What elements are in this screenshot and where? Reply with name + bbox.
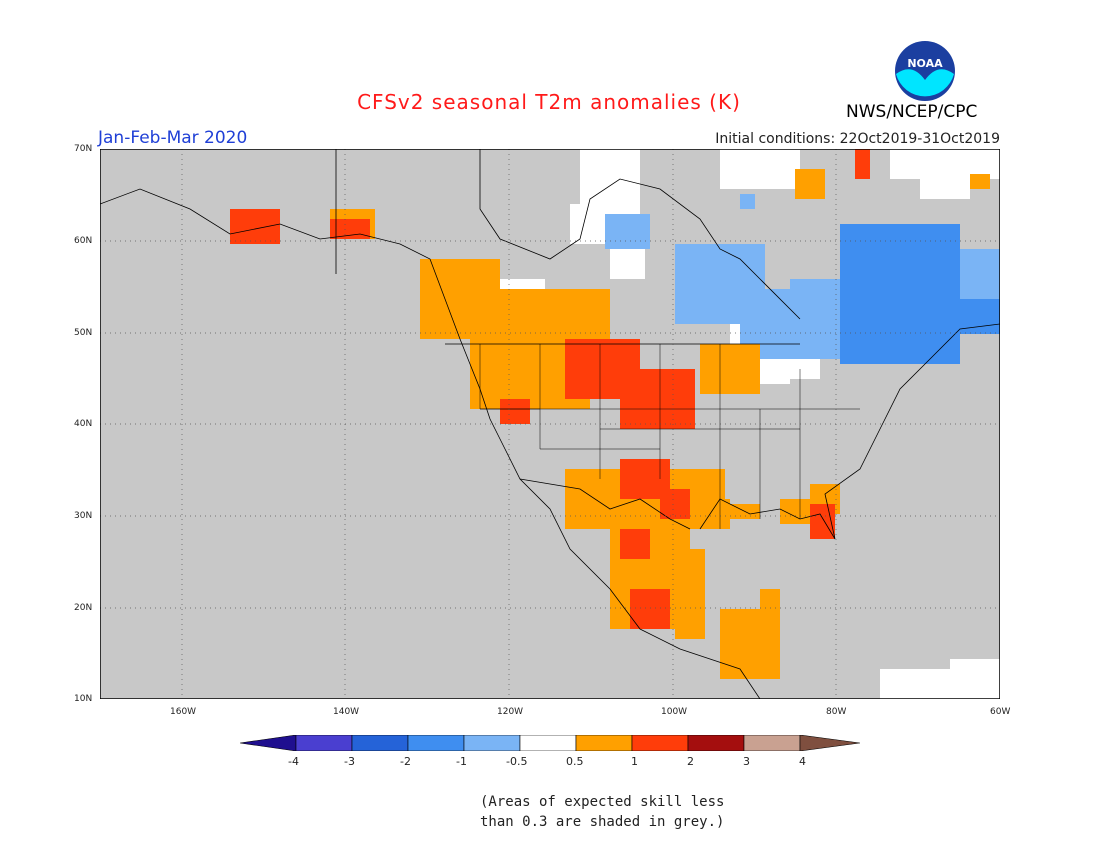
colorbar-segment	[743, 735, 801, 751]
colorbar-label: 1	[631, 755, 638, 768]
lon-label-140w: 140W	[333, 707, 360, 717]
season-label: Jan-Feb-Mar 2020	[98, 128, 248, 148]
colorbar-label: -1	[456, 755, 467, 768]
lat-label-40n: 40N	[74, 419, 93, 429]
anomaly-map	[100, 149, 1000, 699]
colorbar-label: -4	[288, 755, 299, 768]
logo-text: NOAA	[907, 57, 943, 70]
warm-areas-red	[230, 149, 870, 629]
lon-label-160w: 160W	[170, 707, 197, 717]
lat-label-20n: 20N	[74, 603, 93, 613]
colorbar-segment	[407, 735, 465, 751]
skill-note-line: (Areas of expected skill less	[480, 794, 725, 810]
lon-label-120w: 120W	[497, 707, 524, 717]
colorbar	[240, 735, 860, 751]
colorbar-segment	[463, 735, 521, 751]
colorbar-label: 3	[743, 755, 750, 768]
lat-label-70n: 70N	[74, 144, 93, 154]
white-areas	[495, 149, 1000, 699]
state-borders	[479, 344, 860, 529]
colorbar-segment	[295, 735, 353, 751]
lat-label-30n: 30N	[74, 511, 93, 521]
skill-note-line: than 0.3 are shaded in grey.)	[480, 814, 725, 830]
agency-label: NWS/NCEP/CPC	[846, 102, 978, 122]
lat-label-60n: 60N	[74, 236, 93, 246]
map-title: CFSv2 seasonal T2m anomalies (K)	[357, 90, 741, 114]
lat-label-50n: 50N	[74, 328, 93, 338]
colorbar-label: -3	[344, 755, 355, 768]
lon-label-60w: 60W	[990, 707, 1011, 717]
graticule	[100, 149, 1000, 699]
colorbar-segment	[799, 735, 860, 751]
cold-areas	[605, 194, 1000, 364]
colorbar-segment	[351, 735, 409, 751]
colorbar-label: 0.5	[566, 755, 584, 768]
lon-label-80w: 80W	[826, 707, 847, 717]
coastlines	[100, 149, 1000, 699]
noaa-logo: NOAA	[894, 40, 956, 102]
lon-label-100w: 100W	[661, 707, 688, 717]
colorbar-segment	[575, 735, 633, 751]
colorbar-segment	[240, 735, 297, 751]
initial-conditions: Initial conditions: 22Oct2019-31Oct2019	[715, 131, 1000, 147]
colorbar-label: 2	[687, 755, 694, 768]
colorbar-label: 4	[799, 755, 806, 768]
colorbar-segment	[519, 735, 577, 751]
colorbar-label: -0.5	[506, 755, 528, 768]
colorbar-segment	[631, 735, 689, 751]
colorbar-label: -2	[400, 755, 411, 768]
skill-note: (Areas of expected skill less than 0.3 a…	[480, 792, 724, 832]
lat-label-10n: 10N	[74, 694, 93, 704]
colorbar-segment	[687, 735, 745, 751]
